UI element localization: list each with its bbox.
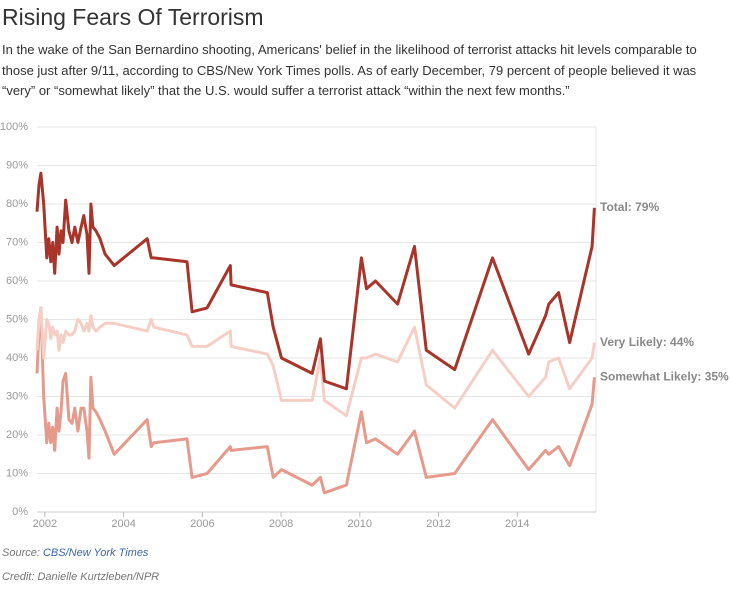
series-end-label: Total: 79% bbox=[600, 200, 659, 214]
y-tick-label: 70% bbox=[6, 236, 28, 248]
y-tick-label: 10% bbox=[6, 467, 28, 479]
x-tick-label: 2014 bbox=[505, 518, 529, 530]
x-tick-label: 2012 bbox=[426, 518, 450, 530]
y-tick-label: 60% bbox=[6, 275, 28, 287]
x-tick-label: 2002 bbox=[33, 518, 57, 530]
x-tick-label: 2008 bbox=[269, 518, 293, 530]
y-tick-label: 100% bbox=[0, 121, 28, 133]
y-tick-label: 20% bbox=[6, 429, 28, 441]
title: Rising Fears Of Terrorism bbox=[2, 4, 264, 30]
credit: Credit: Danielle Kurtzleben/NPR bbox=[2, 571, 160, 583]
y-tick-label: 80% bbox=[6, 198, 28, 210]
y-tick-label: 40% bbox=[6, 352, 28, 364]
y-tick-label: 0% bbox=[12, 506, 28, 518]
source-link[interactable]: CBS/New York Times bbox=[42, 547, 149, 559]
x-tick-label: 2010 bbox=[348, 518, 372, 530]
y-tick-label: 30% bbox=[6, 390, 28, 402]
y-tick-label: 90% bbox=[6, 159, 28, 171]
x-tick-label: 2006 bbox=[190, 518, 214, 530]
series-end-label: Very Likely: 44% bbox=[600, 335, 694, 349]
series-line bbox=[35, 306, 596, 418]
source: Source: CBS/New York Times bbox=[2, 547, 148, 559]
series-line bbox=[35, 306, 596, 495]
series-end-label: Somewhat Likely: 35% bbox=[600, 369, 729, 383]
series-line bbox=[35, 171, 596, 391]
y-tick-label: 50% bbox=[6, 313, 28, 325]
subtitle: In the wake of the San Bernardino shooti… bbox=[2, 42, 697, 98]
x-tick-label: 2004 bbox=[111, 518, 135, 530]
source-prefix: Source: bbox=[2, 547, 40, 559]
